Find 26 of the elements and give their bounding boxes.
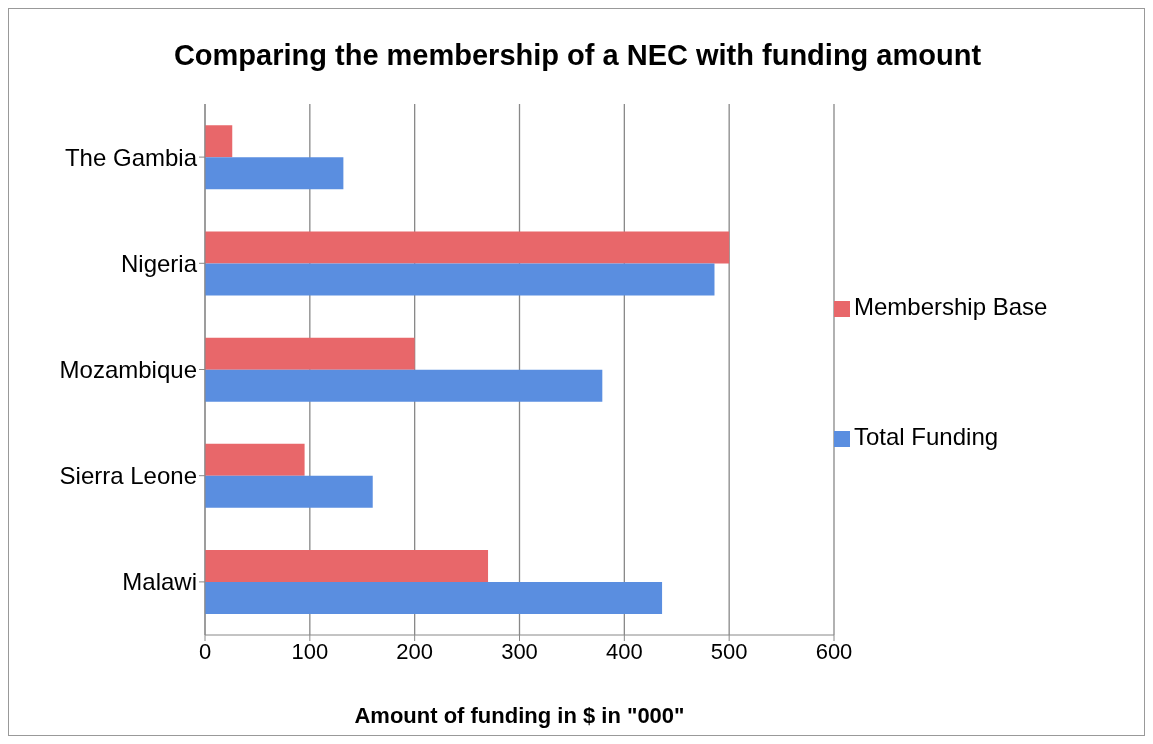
bar <box>205 231 730 264</box>
x-axis-title: Amount of funding in $ in "000" <box>354 703 685 728</box>
legend-label: Membership Base <box>854 293 1048 320</box>
x-tick-label: 0 <box>198 638 212 664</box>
bar <box>205 443 305 476</box>
y-tick-label: Sierra Leone <box>59 462 197 490</box>
bar <box>205 337 415 370</box>
bar <box>205 550 489 583</box>
x-tick-label: 500 <box>710 638 748 664</box>
x-tick-label: 300 <box>501 638 538 664</box>
legend-label: Total Funding <box>854 423 999 450</box>
bar <box>205 263 715 296</box>
y-tick-label: Mozambique <box>59 356 197 384</box>
chart-title: Comparing the membership of a NEC with funding amount <box>172 39 983 72</box>
y-tick-label: Nigeria <box>120 249 198 277</box>
x-tick-label: 100 <box>291 638 329 664</box>
bar <box>205 582 663 615</box>
x-tick-label: 400 <box>605 638 643 664</box>
bar <box>205 125 233 158</box>
x-tick-label: 200 <box>396 638 434 664</box>
bar <box>205 157 344 190</box>
bar <box>205 369 603 402</box>
y-tick-label: The Gambia <box>64 143 198 171</box>
bar <box>205 475 373 508</box>
x-tick-label: 600 <box>815 638 853 664</box>
y-tick-label: Malawi <box>122 568 197 596</box>
